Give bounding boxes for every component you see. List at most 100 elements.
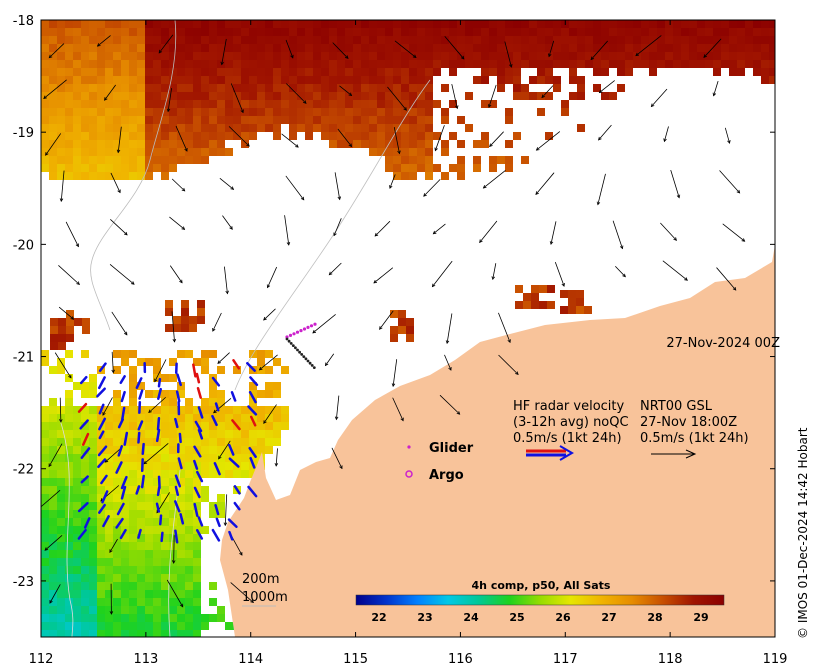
sst-pixel (417, 148, 425, 156)
sst-pixel (49, 574, 57, 582)
sst-pixel (41, 446, 49, 454)
nrt-arrow-head (515, 371, 519, 375)
sst-pixel (225, 108, 233, 116)
sst-pixel (273, 60, 281, 68)
sst-pixel (81, 382, 89, 390)
sst-pixel (761, 20, 769, 28)
sst-pixel (233, 430, 241, 438)
sst-pixel (177, 534, 185, 542)
sst-pixel (161, 68, 169, 76)
sst-pixel (577, 28, 585, 36)
sst-pixel (153, 598, 161, 606)
sst-pixel (153, 414, 161, 422)
sst-pixel (57, 494, 65, 502)
sst-pixel (177, 116, 185, 124)
sst-pixel (481, 36, 489, 44)
sst-pixel (617, 28, 625, 36)
sst-pixel (89, 140, 97, 148)
nrt-arrow-head (44, 547, 49, 551)
sst-pixel (289, 76, 297, 84)
sst-pixel (41, 486, 49, 494)
sst-pixel (145, 92, 153, 100)
sst-pixel (161, 590, 169, 598)
sst-pixel (217, 454, 225, 462)
sst-pixel (417, 100, 425, 108)
sst-pixel (241, 108, 249, 116)
sst-pixel (241, 470, 249, 478)
nrt-arrow (373, 267, 393, 284)
sst-pixel (129, 60, 137, 68)
nrt-arrow (635, 35, 662, 56)
sst-pixel (153, 550, 161, 558)
sst-pixel (121, 84, 129, 92)
sst-pixel (121, 550, 129, 558)
sst-pixel (145, 140, 153, 148)
sst-pixel (225, 462, 233, 470)
sst-pixel (169, 510, 177, 518)
sst-pixel (57, 614, 65, 622)
sst-pixel (81, 20, 89, 28)
sst-pixel (257, 446, 265, 454)
sst-pixel (89, 478, 97, 486)
sst-pixel (441, 116, 449, 124)
sst-pixel (305, 108, 313, 116)
sst-pixel (185, 148, 193, 156)
sst-pixel (73, 172, 81, 180)
sst-pixel (649, 28, 657, 36)
sst-pixel (161, 630, 169, 637)
sst-pixel (369, 140, 377, 148)
nrt-arrow (597, 173, 606, 205)
glider-history-point (285, 337, 289, 341)
radar-arrow (193, 445, 202, 458)
sst-pixel (465, 20, 473, 28)
sst-pixel (161, 60, 169, 68)
nrt-arrow (267, 266, 277, 288)
sst-pixel (153, 518, 161, 526)
lat-tick-label: -23 (13, 575, 34, 590)
sst-pixel (65, 116, 73, 124)
sst-pixel (433, 28, 441, 36)
sst-pixel (665, 52, 673, 60)
sst-pixel (257, 100, 265, 108)
sst-pixel (521, 156, 529, 164)
nrt-arrow-head (328, 271, 333, 276)
sst-pixel (185, 124, 193, 132)
sst-pixel (537, 44, 545, 52)
sst-pixel (697, 28, 705, 36)
radar-arrow (115, 517, 124, 529)
sst-pixel (161, 92, 169, 100)
radar-arrow (174, 474, 182, 488)
sst-pixel (193, 606, 201, 614)
sst-pixel (41, 406, 49, 414)
sst-pixel (409, 172, 417, 180)
sst-pixel (393, 108, 401, 116)
sst-pixel (337, 28, 345, 36)
sst-pixel (73, 76, 81, 84)
lat-tick-label: -22 (13, 463, 34, 478)
sst-pixel (209, 140, 217, 148)
sst-pixel (73, 478, 81, 486)
sst-pixel (57, 430, 65, 438)
sst-pixel (73, 558, 81, 566)
sst-pixel (241, 36, 249, 44)
sst-pixel (129, 574, 137, 582)
sst-pixel (745, 20, 753, 28)
sst-pixel (457, 164, 465, 172)
sst-pixel (57, 582, 65, 590)
sst-pixel (65, 422, 73, 430)
sst-pixel (137, 622, 145, 630)
sst-pixel (257, 438, 265, 446)
sst-pixel (49, 124, 57, 132)
sst-pixel (265, 36, 273, 44)
sst-pixel (257, 60, 265, 68)
sst-pixel (113, 366, 121, 374)
sst-pixel (385, 28, 393, 36)
sst-pixel (153, 124, 161, 132)
sst-pixel (265, 84, 273, 92)
sst-pixel (73, 60, 81, 68)
sst-pixel (89, 20, 97, 28)
sst-pixel (209, 52, 217, 60)
sst-pixel (217, 116, 225, 124)
sst-pixel (201, 36, 209, 44)
sst-pixel (569, 60, 577, 68)
